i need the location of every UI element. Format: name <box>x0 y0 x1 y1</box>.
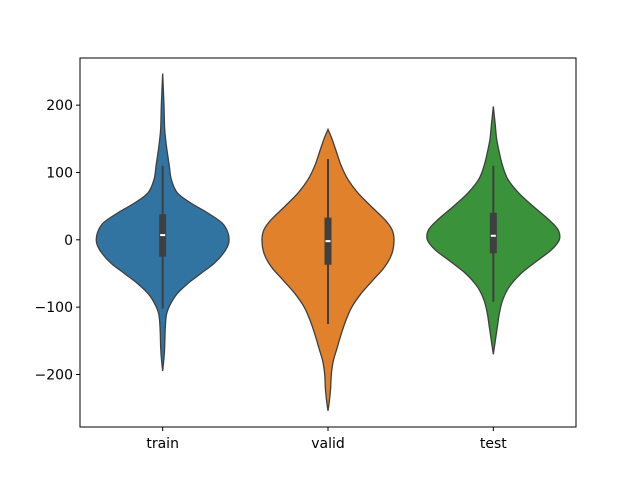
y-tick-label: 100 <box>46 165 73 181</box>
iqr-box-test <box>489 212 497 254</box>
x-tick-label: valid <box>311 436 345 452</box>
violins-layer <box>95 73 561 411</box>
x-axis: train valid test <box>146 427 507 452</box>
y-axis: −200 −100 0 100 200 <box>35 98 80 383</box>
x-tick-label: train <box>146 436 179 452</box>
y-tick-label: 200 <box>46 98 73 114</box>
violin-train <box>95 73 230 372</box>
x-tick-label: test <box>480 436 507 452</box>
violin-valid <box>261 127 395 411</box>
y-tick-label: −200 <box>35 367 73 383</box>
y-tick-label: 0 <box>64 233 73 249</box>
violin-test <box>426 106 561 355</box>
y-tick-label: −100 <box>35 300 73 316</box>
